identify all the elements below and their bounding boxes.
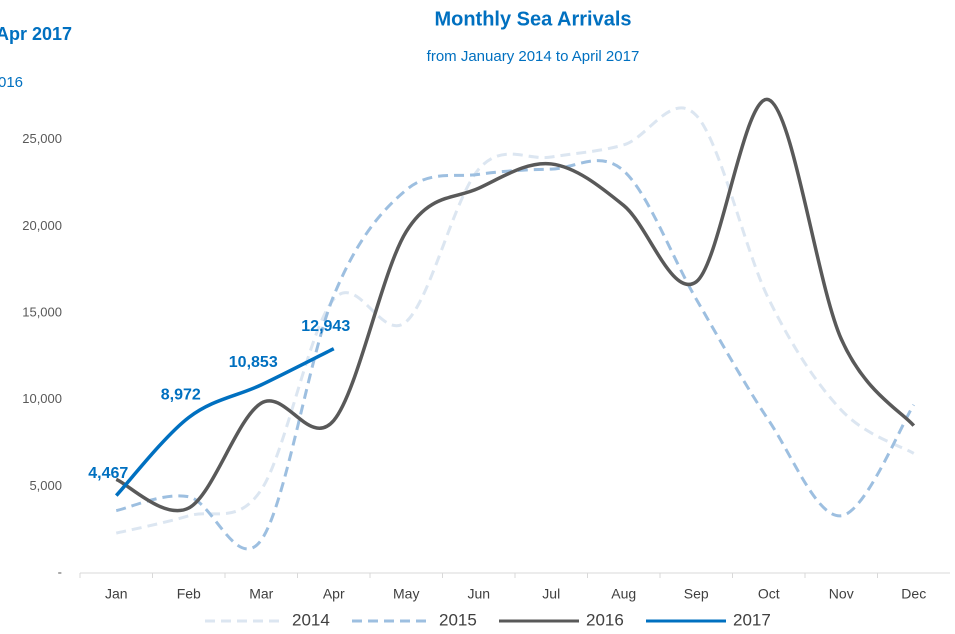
side-subtitle: 016: [0, 74, 23, 91]
chart-subtitle: from January 2014 to April 2017: [427, 48, 640, 65]
x-tick-label: Jan: [105, 586, 128, 602]
x-tick-label: Feb: [177, 586, 201, 602]
side-title: Apr 2017: [0, 24, 72, 44]
y-tick-label: 25,000: [22, 131, 62, 146]
legend-label: 2016: [586, 610, 624, 629]
y-tick-label: 20,000: [22, 218, 62, 233]
x-tick-label: Jun: [467, 586, 490, 602]
series-line: [115, 106, 915, 535]
legend-label: 2015: [439, 610, 477, 629]
legend-label: 2014: [292, 610, 330, 629]
y-tick-label: 5,000: [29, 478, 62, 493]
x-tick-label: Aug: [611, 586, 636, 602]
y-tick-label: 15,000: [22, 304, 62, 319]
series-line: [114, 347, 335, 497]
data-label: 12,943: [301, 318, 350, 335]
x-tick-label: Sep: [684, 586, 709, 602]
series-line: [115, 98, 916, 513]
x-tick-label: Apr: [323, 586, 345, 602]
x-tick-label: Oct: [758, 586, 780, 602]
x-tick-label: Mar: [249, 586, 273, 602]
y-tick-label: -: [58, 564, 62, 579]
x-tick-label: Jul: [542, 586, 560, 602]
chart-title: Monthly Sea Arrivals: [434, 8, 631, 30]
y-tick-label: 10,000: [22, 391, 62, 406]
data-label: 8,972: [161, 387, 201, 404]
legend-label: 2017: [733, 610, 771, 629]
data-label: 10,853: [229, 354, 278, 371]
x-tick-label: May: [393, 586, 419, 602]
x-tick-label: Nov: [829, 586, 854, 602]
data-label: 4,467: [88, 465, 128, 482]
x-tick-label: Dec: [901, 586, 926, 602]
